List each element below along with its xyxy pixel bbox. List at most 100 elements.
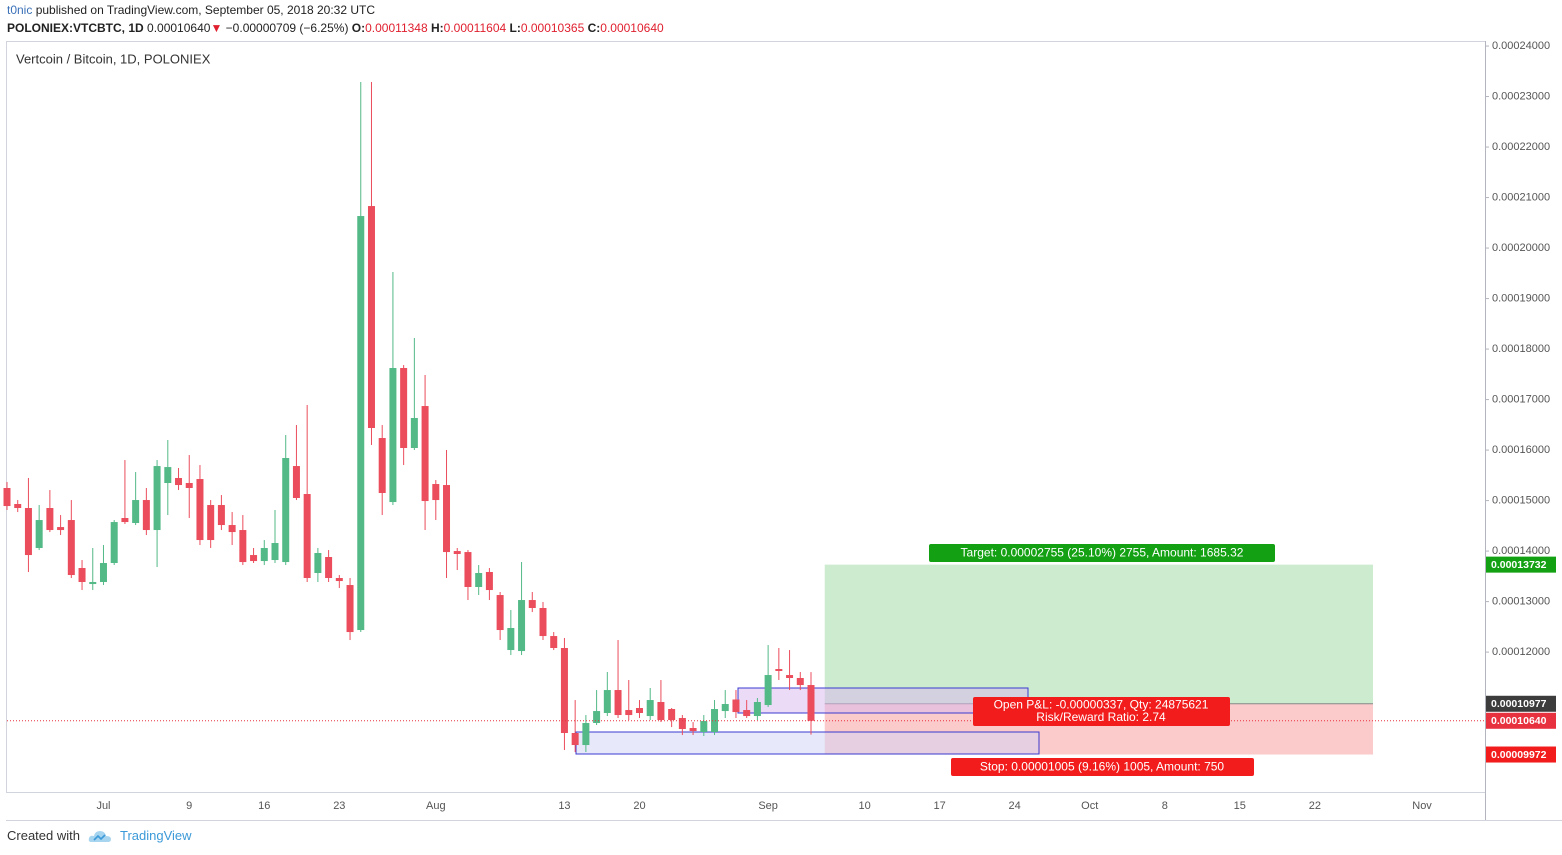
current-price-label-box [1486, 712, 1556, 729]
candle-body [46, 508, 54, 531]
l-label: L: [509, 21, 521, 35]
h-label: H: [430, 21, 444, 35]
x-tick-label: 15 [1234, 800, 1246, 812]
x-tick-label: 16 [258, 800, 270, 812]
candle-body [410, 418, 418, 449]
candle-body [207, 505, 215, 541]
candle-body [325, 557, 333, 579]
candle-body [367, 206, 375, 429]
x-tick-label: 17 [934, 800, 946, 812]
candle-body [228, 525, 236, 533]
candle-body [711, 709, 719, 732]
pnl-box [973, 697, 1230, 726]
candle-body [142, 500, 150, 531]
candle-body [635, 708, 643, 714]
candle-body [678, 718, 686, 730]
drawn-rectangle[interactable] [575, 731, 1040, 755]
candle-body [786, 675, 794, 679]
x-tick-label: 24 [1009, 800, 1021, 812]
last-price: 0.00010640 [147, 21, 211, 35]
candle-body [700, 721, 708, 732]
candle-body [389, 368, 397, 503]
l-value: 0.00010365 [520, 21, 585, 35]
arrow: ▼ [210, 21, 223, 35]
y-tick-label: 0.00015000 [1492, 494, 1550, 506]
candle-body [260, 548, 268, 562]
candle-body [721, 704, 729, 712]
target-box [929, 544, 1275, 562]
candle-body [24, 508, 32, 556]
candle-body [689, 728, 697, 732]
footer: Created with TradingView [7, 828, 192, 843]
candle-body [464, 552, 472, 587]
candle-body [175, 478, 183, 486]
o-label: O: [351, 21, 366, 35]
x-tick-label: Aug [426, 800, 446, 812]
candle-body [153, 466, 161, 531]
candle-body [132, 500, 140, 524]
target-price-label: 0.00013732 [1491, 559, 1547, 571]
candle-body [732, 699, 740, 713]
candle-body [775, 669, 783, 671]
c-label: C: [587, 21, 601, 35]
candle-body [110, 522, 118, 564]
candle-body [400, 368, 408, 449]
author[interactable]: t0nic [7, 3, 33, 17]
candle-body [314, 553, 322, 574]
pnl-label: Open P&L: -0.00000337, Qty: 24875621 [994, 698, 1209, 712]
candle-body [550, 636, 558, 649]
y-tick-label: 0.00012000 [1492, 646, 1550, 658]
change: −0.00000709 (−6.25%) [225, 21, 349, 35]
x-tick-label: 10 [858, 800, 870, 812]
chart: Vertcoin / Bitcoin, 1D, POLONIEX 0.00013… [3, 40, 1562, 821]
candle-body [432, 484, 440, 501]
stop-price-label: 0.00009972 [1491, 749, 1547, 761]
y-tick-label: 0.00017000 [1492, 393, 1550, 405]
candle-body [657, 702, 665, 721]
stop-price-label-box [1486, 746, 1556, 763]
candle-body [421, 406, 429, 502]
candle-body [357, 216, 365, 631]
candle-body [378, 438, 386, 494]
y-tick-label: 0.00013000 [1492, 596, 1550, 608]
x-tick-label: Oct [1081, 800, 1098, 812]
candle-body [646, 700, 654, 717]
y-tick-label: 0.00014000 [1492, 545, 1550, 557]
candle-body [668, 709, 676, 721]
target-price-label-box [1486, 556, 1556, 573]
stop-box [951, 758, 1254, 776]
y-tick-label: 0.00019000 [1492, 292, 1550, 304]
candle-body [807, 685, 815, 721]
x-tick-label: 23 [333, 800, 345, 812]
y-tick-label: 0.00022000 [1492, 141, 1550, 153]
o-value: 0.00011348 [365, 21, 428, 35]
candle-body [743, 710, 751, 717]
candle-body [485, 572, 493, 591]
rr-label: Risk/Reward Ratio: 2.74 [1036, 710, 1166, 724]
y-tick-label: 0.00018000 [1492, 343, 1550, 355]
candle-body [539, 608, 547, 637]
candle-body [292, 466, 300, 499]
candle-body [453, 551, 461, 555]
x-tick-label: 20 [633, 800, 645, 812]
candle-body [3, 488, 11, 507]
brand[interactable]: TradingView [119, 828, 192, 843]
candle-body [753, 702, 761, 717]
candle-body [335, 578, 343, 582]
candle-body [582, 723, 590, 746]
candle-body [560, 648, 568, 734]
candle-body [239, 530, 247, 563]
candle-body [625, 710, 633, 716]
candle-body [67, 520, 75, 576]
current-price-label: 0.00010640 [1491, 715, 1547, 727]
candle-body [35, 520, 43, 549]
y-tick-label: 0.00024000 [1492, 40, 1550, 52]
candle-body [196, 479, 204, 541]
candle-body [346, 585, 354, 633]
candle-body [796, 678, 804, 686]
profit-zone [824, 564, 1373, 704]
y-tick-label: 0.00021000 [1492, 191, 1550, 203]
target-label: Target: 0.00002755 (25.10%) 2755, Amount… [961, 546, 1244, 560]
candle-body [764, 675, 772, 706]
